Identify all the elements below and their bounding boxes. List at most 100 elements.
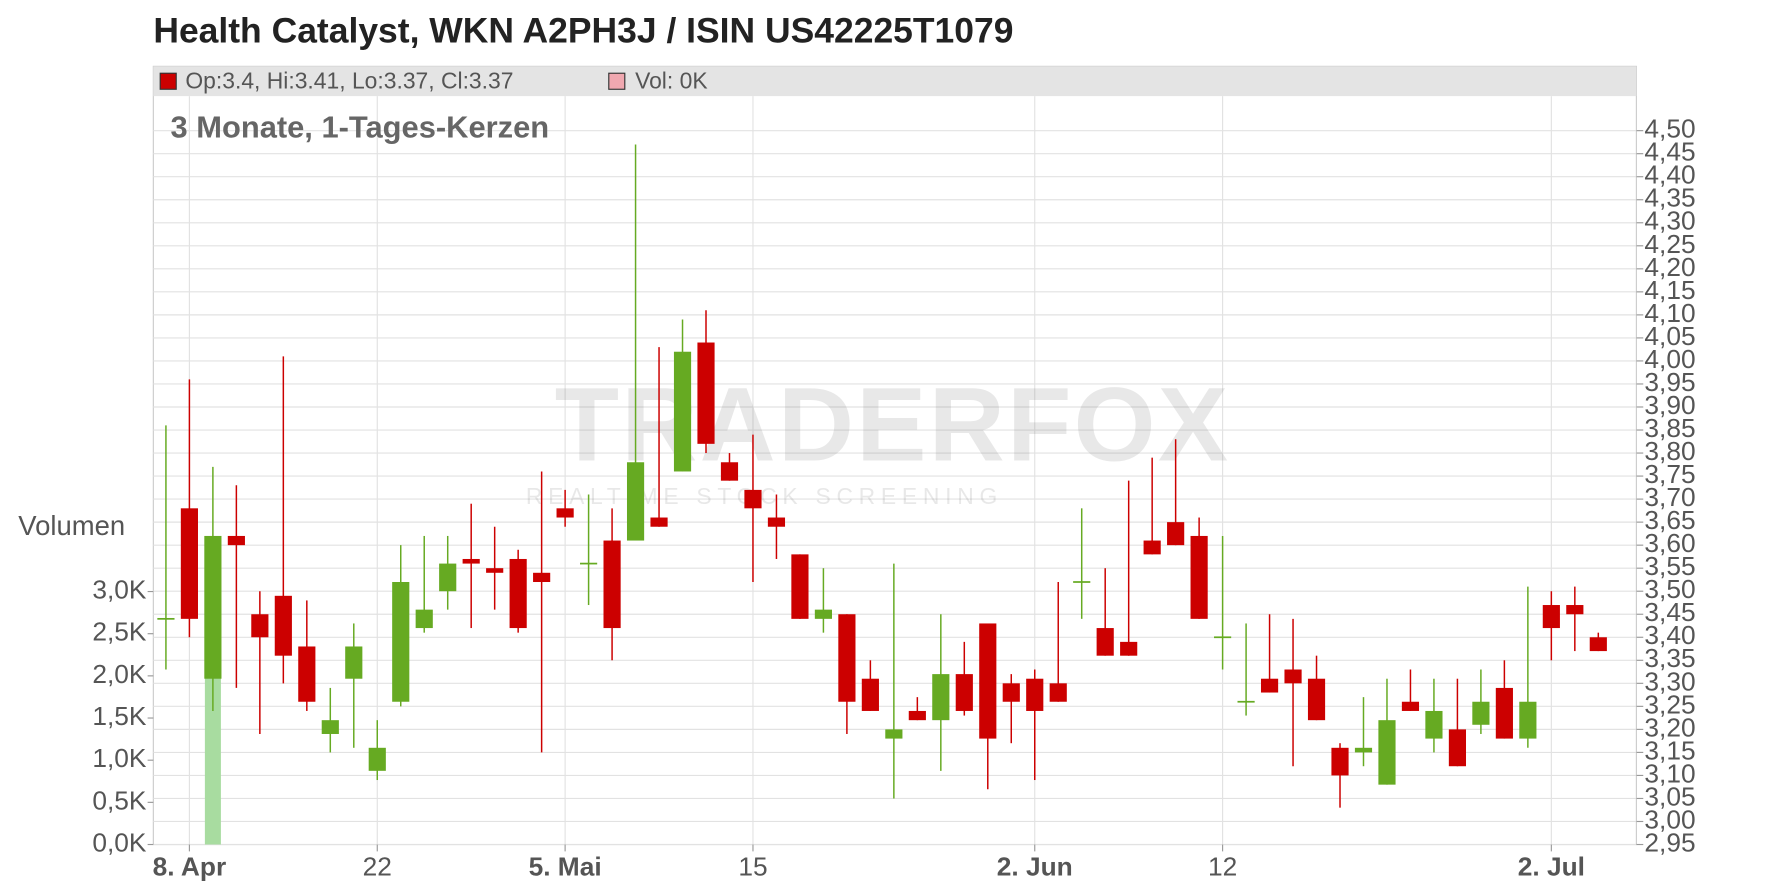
y-tick-label: 4,20 — [1644, 252, 1695, 282]
candle-body — [908, 710, 926, 721]
candle-body — [744, 489, 762, 509]
y-tick-label: 3,65 — [1644, 505, 1695, 535]
y2-tick-label: 0,5K — [92, 785, 147, 815]
candle-body — [1589, 637, 1607, 652]
candle-body — [1378, 720, 1396, 785]
y-tick-label: 4,40 — [1644, 160, 1695, 190]
candle-body — [1284, 669, 1302, 684]
candle-body — [767, 517, 786, 527]
candle-body — [157, 617, 175, 620]
candle-body — [603, 540, 621, 629]
candle-body — [1002, 683, 1020, 702]
y-tick-label: 4,10 — [1644, 298, 1695, 328]
y2-tick-label: 1,0K — [92, 743, 147, 773]
y-tick-label: 3,30 — [1644, 666, 1695, 696]
candle-body — [1354, 747, 1373, 753]
candle-body — [1519, 701, 1537, 739]
x-tick-label: 2. Jun — [997, 851, 1073, 881]
candle-body — [979, 623, 997, 739]
y-tick-label: 4,25 — [1644, 229, 1695, 259]
y-tick-label: 4,50 — [1644, 114, 1695, 144]
candle-body — [838, 614, 856, 702]
candle-body — [932, 674, 950, 721]
candle-body — [1237, 700, 1255, 703]
candle-body — [1214, 636, 1232, 639]
x-tick-label: 2. Jul — [1518, 851, 1585, 881]
candle-body — [791, 554, 809, 619]
candle-body — [321, 720, 339, 734]
y-tick-label: 3,00 — [1644, 804, 1695, 834]
candle-body — [533, 572, 551, 583]
candle-body — [1167, 522, 1185, 546]
y-tick-label: 4,05 — [1644, 321, 1695, 351]
candle-body — [1096, 628, 1114, 656]
candle-body — [1401, 701, 1420, 711]
x-tick-label: 12 — [1208, 851, 1237, 881]
legend-swatch — [608, 72, 626, 90]
candle-body — [1331, 747, 1349, 776]
candle-body — [298, 646, 316, 702]
x-tick-label: 22 — [363, 851, 392, 881]
candle-body — [697, 342, 715, 444]
legend-label[interactable]: Op:3.4, Hi:3.41, Lo:3.37, Cl:3.37 — [185, 67, 513, 93]
y-tick-label: 3,60 — [1644, 528, 1695, 558]
x-tick-label: 5. Mai — [529, 851, 602, 881]
candle-body — [861, 678, 879, 711]
candle-body — [1143, 540, 1161, 555]
y-tick-label: 3,90 — [1644, 390, 1695, 420]
y2-tick-label: 0,0K — [92, 827, 147, 857]
y-tick-label: 3,80 — [1644, 436, 1695, 466]
candle-body — [1425, 710, 1443, 739]
candle-body — [580, 562, 598, 565]
candle-body — [415, 609, 433, 629]
candle-body — [368, 747, 386, 771]
legend-label[interactable]: Vol: 0K — [635, 67, 708, 93]
y-tick-label: 3,50 — [1644, 574, 1695, 604]
legend-swatch — [159, 72, 177, 90]
y-tick-label: 3,10 — [1644, 758, 1695, 788]
candle-body — [1190, 535, 1208, 619]
candle-body — [439, 563, 457, 592]
y-tick-label: 3,35 — [1644, 643, 1695, 673]
candle-body — [1026, 678, 1044, 711]
candle-body — [227, 535, 245, 546]
y-tick-label: 3,85 — [1644, 413, 1695, 443]
candle-body — [486, 568, 504, 573]
candle-body — [1260, 678, 1279, 693]
plot-area — [152, 65, 1637, 846]
candle-body — [673, 351, 692, 472]
y2-tick-label: 2,5K — [92, 617, 147, 647]
candle-body — [650, 517, 668, 527]
y-tick-label: 4,35 — [1644, 183, 1695, 213]
candle-body — [814, 609, 832, 619]
candle-body — [1307, 678, 1326, 721]
y-tick-label: 3,25 — [1644, 689, 1695, 719]
x-tick-label: 15 — [738, 851, 767, 881]
y-tick-label: 3,15 — [1644, 735, 1695, 765]
watermark: TRADERFOX REALTIME STOCK SCREENING — [526, 366, 1231, 508]
candle-body — [204, 535, 222, 679]
y-tick-label: 3,20 — [1644, 712, 1695, 742]
watermark-logo: TRADERFOX — [555, 366, 1231, 483]
candle-body — [1566, 605, 1584, 615]
candle-body — [462, 558, 480, 564]
y-tick-label: 2,95 — [1644, 827, 1695, 857]
x-tick-label: 8. Apr — [153, 851, 227, 881]
y-tick-label: 4,15 — [1644, 275, 1695, 305]
candle-body — [720, 462, 739, 481]
volume-axis-label: Volumen — [18, 510, 125, 541]
chart-title: Health Catalyst, WKN A2PH3J / ISIN US422… — [153, 11, 1013, 51]
candle-body — [955, 674, 973, 711]
volume-bar — [204, 675, 221, 845]
candle-body — [251, 614, 269, 638]
candle-body — [626, 462, 645, 541]
y-tick-label: 3,05 — [1644, 781, 1695, 811]
candle-body — [1073, 581, 1091, 583]
y2-tick-label: 3,0K — [92, 574, 147, 604]
chart-subtitle: 3 Monate, 1-Tages-Kerzen — [171, 109, 550, 144]
candle-body — [1049, 683, 1067, 702]
y-tick-label: 4,00 — [1644, 344, 1695, 374]
y-tick-label: 4,30 — [1644, 206, 1695, 236]
candle-body — [274, 595, 292, 656]
